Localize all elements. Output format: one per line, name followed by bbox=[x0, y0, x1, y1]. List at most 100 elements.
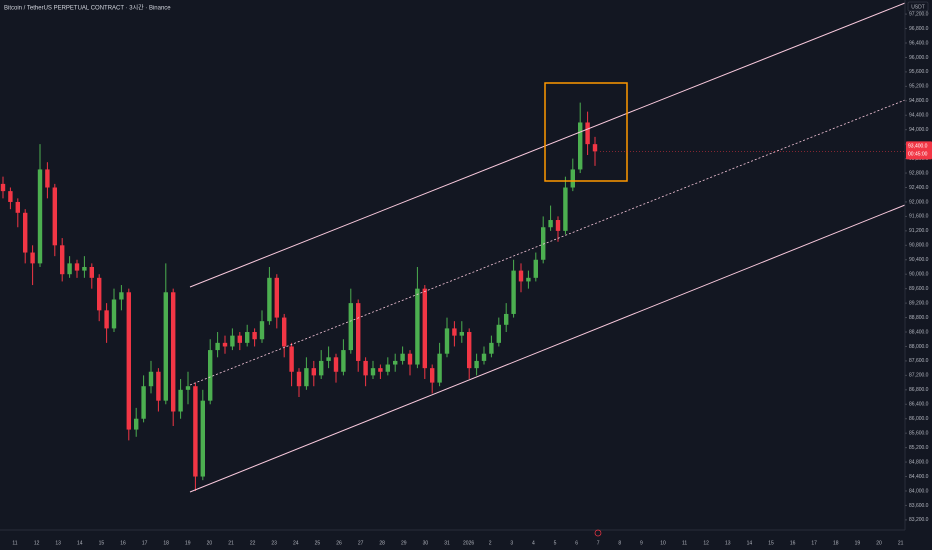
currency-box bbox=[907, 1, 929, 12]
y-tick-label: 92,400.0 bbox=[909, 185, 929, 191]
candle-body bbox=[370, 368, 376, 376]
y-tick-label: 88,800.0 bbox=[909, 315, 929, 321]
x-tick-label: 26 bbox=[336, 540, 342, 546]
x-tick-label: 21 bbox=[228, 540, 234, 546]
y-tick-label: 97,200.0 bbox=[909, 11, 929, 17]
y-tick-label: 86,000.0 bbox=[909, 416, 929, 422]
x-tick-label: 16 bbox=[120, 540, 126, 546]
candle-body bbox=[89, 266, 94, 278]
x-tick-label: 4 bbox=[532, 540, 535, 546]
y-tick-label: 87,200.0 bbox=[909, 373, 929, 379]
x-tick-label: 18 bbox=[833, 540, 839, 546]
y-tick-label: 90,000.0 bbox=[909, 272, 929, 278]
x-tick-label: 2 bbox=[489, 540, 492, 546]
candle-body bbox=[504, 313, 509, 325]
candle-body bbox=[222, 342, 228, 347]
y-tick-label: 87,600.0 bbox=[909, 358, 929, 364]
y-tick-label: 91,600.0 bbox=[909, 214, 929, 220]
y-tick-label: 84,800.0 bbox=[909, 459, 929, 465]
candle-body bbox=[74, 263, 80, 271]
candle-body bbox=[282, 317, 287, 347]
y-tick-label: 96,400.0 bbox=[909, 40, 929, 46]
x-tick-label: 9 bbox=[640, 540, 643, 546]
price-label: 93,400.0 bbox=[908, 144, 928, 150]
candle-body bbox=[385, 364, 390, 372]
candle-body bbox=[200, 400, 205, 477]
y-tick-label: 96,000.0 bbox=[909, 55, 929, 61]
candle-body bbox=[15, 201, 20, 213]
y-tick-label: 89,600.0 bbox=[909, 286, 929, 292]
channel-upper bbox=[189, 2, 906, 288]
candle-body bbox=[134, 418, 139, 430]
x-tick-label: 10 bbox=[660, 540, 666, 546]
x-tick-label: 15 bbox=[99, 540, 105, 546]
y-tick-label: 86,800.0 bbox=[909, 387, 929, 393]
candle-body bbox=[467, 332, 472, 369]
candle-body bbox=[444, 328, 450, 354]
candle-body bbox=[148, 371, 154, 387]
candle-body bbox=[37, 169, 43, 264]
candle-body bbox=[245, 332, 250, 343]
x-tick-label: 20 bbox=[207, 540, 213, 546]
y-tick-label: 85,200.0 bbox=[909, 445, 929, 451]
x-tick-label: 2026 bbox=[463, 540, 474, 546]
candle-body bbox=[481, 353, 487, 361]
candle-body bbox=[52, 187, 57, 246]
x-tick-label: 11 bbox=[682, 540, 687, 546]
candle-body bbox=[548, 220, 553, 228]
x-tick-label: 31 bbox=[444, 540, 450, 546]
candle-body bbox=[518, 270, 524, 282]
y-tick-label: 90,400.0 bbox=[909, 257, 929, 263]
candle-body bbox=[304, 368, 309, 387]
candle-body bbox=[496, 324, 501, 343]
y-tick-label: 94,000.0 bbox=[909, 127, 929, 133]
candle-body bbox=[533, 259, 538, 278]
y-tick-label: 94,400.0 bbox=[909, 113, 929, 119]
candle-body bbox=[422, 288, 427, 369]
x-tick-label: 21 bbox=[898, 540, 904, 546]
y-tick-label: 84,400.0 bbox=[909, 474, 929, 480]
candle-body bbox=[111, 299, 117, 329]
candle-body bbox=[333, 357, 339, 372]
y-tick-label: 84,000.0 bbox=[909, 488, 929, 494]
x-tick-label: 28 bbox=[379, 540, 385, 546]
candle-body bbox=[237, 335, 242, 343]
candle-body bbox=[489, 342, 494, 354]
x-tick-label: 18 bbox=[163, 540, 169, 546]
x-tick-label: 23 bbox=[271, 540, 277, 546]
candle-body bbox=[45, 169, 50, 188]
candle-body bbox=[119, 292, 124, 300]
candle-body bbox=[30, 252, 35, 264]
y-tick-label: 96,800.0 bbox=[909, 26, 929, 32]
event-icon bbox=[594, 529, 602, 537]
y-tick-label: 91,200.0 bbox=[909, 228, 929, 234]
y-tick-label: 86,400.0 bbox=[909, 402, 929, 408]
candle-body bbox=[452, 328, 457, 336]
candle-body bbox=[356, 303, 361, 361]
candle-body bbox=[585, 122, 590, 145]
plot-area bbox=[0, 102, 598, 491]
x-tick-label: 19 bbox=[185, 540, 191, 546]
x-tick-label: 6 bbox=[575, 540, 578, 546]
candle-body bbox=[178, 389, 183, 412]
candle-body bbox=[97, 277, 102, 311]
y-tick-label: 95,600.0 bbox=[909, 69, 929, 75]
x-tick-label: 15 bbox=[768, 540, 774, 546]
x-tick-label: 12 bbox=[703, 540, 709, 546]
y-tick-label: 88,400.0 bbox=[909, 329, 929, 335]
x-tick-label: 8 bbox=[618, 540, 621, 546]
candle-body bbox=[570, 169, 575, 188]
candle-body bbox=[563, 187, 568, 231]
candle-body bbox=[215, 342, 220, 351]
candle-body bbox=[400, 353, 405, 361]
x-tick-label: 22 bbox=[250, 540, 256, 546]
candle-body bbox=[459, 332, 464, 336]
candle-body bbox=[578, 122, 583, 170]
candle-body bbox=[319, 360, 324, 376]
candle-body bbox=[60, 245, 65, 275]
x-tick-label: 29 bbox=[401, 540, 407, 546]
channel-mid bbox=[189, 99, 906, 386]
y-tick-label: 83,600.0 bbox=[909, 503, 929, 509]
